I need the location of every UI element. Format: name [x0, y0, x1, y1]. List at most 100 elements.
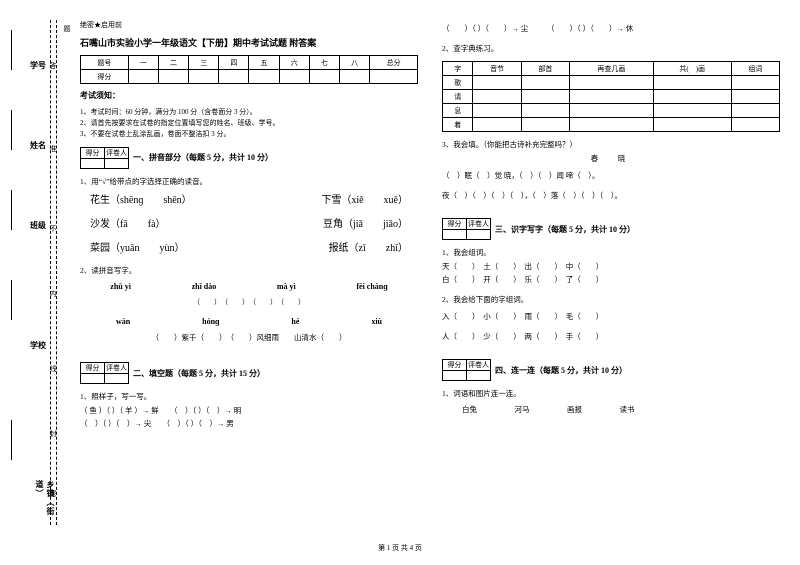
sb-c1: 得分 [443, 360, 467, 371]
th: 六 [279, 56, 309, 70]
py: zhī dào [192, 280, 217, 294]
py: xiù [371, 315, 382, 329]
ul-1 [11, 30, 12, 70]
q1w: 下雪（xiě xuě） [321, 192, 408, 210]
th: 二 [158, 56, 188, 70]
th: 一 [128, 56, 158, 70]
score-table: 题号 一 二 三 四 五 六 七 八 总分 得分 [80, 55, 418, 84]
q1w: 花生（shēnɡ shēn） [90, 192, 192, 210]
py: hé [291, 315, 299, 329]
ul-3 [11, 190, 12, 230]
td: 得分 [81, 70, 129, 84]
scorebox-2: 得分 评卷人 二、填空题（每题 5 分，共计 15 分） [80, 362, 418, 384]
field-name: 姓名 [30, 140, 46, 151]
qfill2: 2、查字典练习。 [442, 42, 780, 56]
table-row: 歌 [443, 76, 780, 90]
th: 题号 [81, 56, 129, 70]
hint-1: 准 [48, 145, 58, 156]
dth: 组词 [731, 62, 779, 76]
right-column: （ ）（ ）（ ）→ 尘 （ ）（ ）（ ）→ 休 2、查字典练习。 字 音节 … [442, 20, 780, 525]
exam-title: 石嘴山市实验小学一年级语文【下册】期中考试试题 附答案 [80, 36, 418, 49]
field-school: 学校 [30, 340, 46, 351]
py: mà yì [277, 280, 296, 294]
qfill1: 1、照样子，写一写。 （ 鱼 ）（ ）（ 羊 ）→ 鲜 （ ）（ ）（ ）→ 明… [80, 390, 418, 431]
hint-3: 内 [48, 290, 58, 301]
dict-table: 字 音节 部首 再查几画 共( )画 组词 歌 请 息 着 [442, 61, 780, 132]
notes-title: 考试须知： [80, 90, 418, 101]
field-student-id: 学号 [30, 60, 46, 71]
page-content: 绝密★启用前 石嘴山市实验小学一年级语文【下册】期中考试试题 附答案 题号 一 … [80, 20, 780, 525]
th: 七 [309, 56, 339, 70]
q4-1: 1、词语和图片连一连。 白兔 河马 画报 读书 [442, 387, 780, 416]
dth: 再查几画 [569, 62, 653, 76]
scorebox-1: 得分 评卷人 一、拼音部分（每题 5 分，共计 10 分） [80, 147, 418, 169]
th: 三 [189, 56, 219, 70]
field-class: 班级 [30, 220, 46, 231]
q2-line2: （ ）紫千（ ） （ ）风细雨 山清水（ ） [80, 331, 418, 345]
dtd: 请 [443, 90, 473, 104]
section-2: 二、填空题（每题 5 分，共计 15 分） [133, 368, 265, 379]
sb-c1: 得分 [81, 363, 105, 374]
qf3-stem: 3、我会填。（你能把古诗补充完整吗？） [442, 138, 780, 152]
scorebox-3: 得分 评卷人 三、识字写字（每题 5 分，共计 10 分） [442, 218, 780, 240]
q41-words: 白兔 河马 画报 读书 [442, 403, 780, 417]
classifier: 绝密★启用前 [80, 20, 418, 30]
qf1-l1: （ 鱼 ）（ ）（ 羊 ）→ 鲜 （ ）（ ）（ ）→ 明 [80, 404, 418, 418]
hint-6: 密 [48, 490, 58, 501]
th: 总分 [370, 56, 418, 70]
ul-5 [11, 420, 12, 460]
qf3-l1: （ ）眠（ ）觉 晓，（ ）（ ）闻 啼（ ）。 [442, 169, 780, 183]
qfill3: 3、我会填。（你能把古诗补充完整吗？） 春 晓 （ ）眠（ ）觉 晓，（ ）（ … [442, 138, 780, 202]
sb-c2: 评卷人 [105, 363, 129, 374]
notes: 1、考试时间：60 分钟，满分为 100 分（含卷面分 3 分）。 2、请首先按… [80, 107, 418, 141]
qfill-top-right: （ ）（ ）（ ）→ 尘 （ ）（ ）（ ）→ 休 [442, 22, 780, 36]
dtd: 着 [443, 118, 473, 132]
th: 五 [249, 56, 279, 70]
th: 八 [339, 56, 369, 70]
qf1-l2: （ ）（ ）（ ）→ 尖 （ ）（ ）（ ）→ 男 [80, 417, 418, 431]
dth: 字 [443, 62, 473, 76]
q1w: 豆角（jiǎ jiǎo） [323, 216, 408, 234]
section-4: 四、连一连（每题 5 分，共计 10 分） [495, 365, 627, 376]
table-row: 着 [443, 118, 780, 132]
sb-c2: 评卷人 [467, 360, 491, 371]
dth: 音节 [473, 62, 521, 76]
sb-c1: 得分 [81, 147, 105, 158]
note-line: 2、请首先按要求在试卷的指定位置填写您的姓名、班级、学号。 [80, 118, 418, 129]
qftop-l1: （ ）（ ）（ ）→ 尘 （ ）（ ）（ ）→ 休 [442, 22, 780, 36]
q1w: 菜园（yuān yùn） [90, 240, 184, 258]
table-row: 息 [443, 104, 780, 118]
ul-2 [11, 110, 12, 150]
section-3: 三、识字写字（每题 5 分，共计 10 分） [495, 224, 635, 235]
th: 四 [219, 56, 249, 70]
section-1: 一、拼音部分（每题 5 分，共计 10 分） [133, 152, 273, 163]
q2-blanks1: （ ） （ ） （ ） （ ） [80, 296, 418, 309]
hint-5: 封 [48, 430, 58, 441]
table-row: 得分 [81, 70, 418, 84]
q1w: 沙发（fā fà） [90, 216, 166, 234]
table-row: 题号 一 二 三 四 五 六 七 八 总分 [81, 56, 418, 70]
note-line: 3、不要在试卷上乱涂乱画，卷面不整洁扣 3 分。 [80, 129, 418, 140]
q32-l2: 人（ ） 少（ ） 两（ ） 手（ ） [442, 330, 780, 344]
page-footer: 第 1 页 共 4 页 [0, 543, 800, 553]
qf2-stem: 2、查字典练习。 [442, 42, 780, 56]
q2: 2、读拼音写字。 zhǔ yì zhī dào mà yì fēi chánɡ … [80, 264, 418, 344]
py: hónɡ [202, 315, 219, 329]
q1: 1、用“√”给带点的字选择正确的读音。 花生（shēnɡ shēn） 下雪（xi… [80, 175, 418, 259]
py: zhǔ yì [110, 280, 131, 294]
q1-stem: 1、用“√”给带点的字选择正确的读音。 [80, 175, 418, 189]
vline-label-right: 题 [62, 25, 72, 36]
table-row: 字 音节 部首 再查几画 共( )画 组词 [443, 62, 780, 76]
table-row: 请 [443, 90, 780, 104]
sb-c2: 评卷人 [467, 219, 491, 230]
dth: 部首 [521, 62, 569, 76]
q32-stem: 2、我会给下面的字组词。 [442, 293, 780, 307]
py: wàn [116, 315, 130, 329]
poem-title: 春 晓 [442, 152, 780, 166]
q1w: 报纸（zǐ zhǐ） [329, 240, 408, 258]
left-column: 绝密★启用前 石嘴山市实验小学一年级语文【下册】期中考试试题 附答案 题号 一 … [80, 20, 418, 525]
py: fēi chánɡ [356, 280, 387, 294]
qf3-l2: 夜（ ）（ ）（ ）（ ），（ ）落（ ）（ ）（ ）。 [442, 189, 780, 203]
field-town: 乡镇（街道） [34, 480, 56, 525]
q41-stem: 1、词语和图片连一连。 [442, 387, 780, 401]
